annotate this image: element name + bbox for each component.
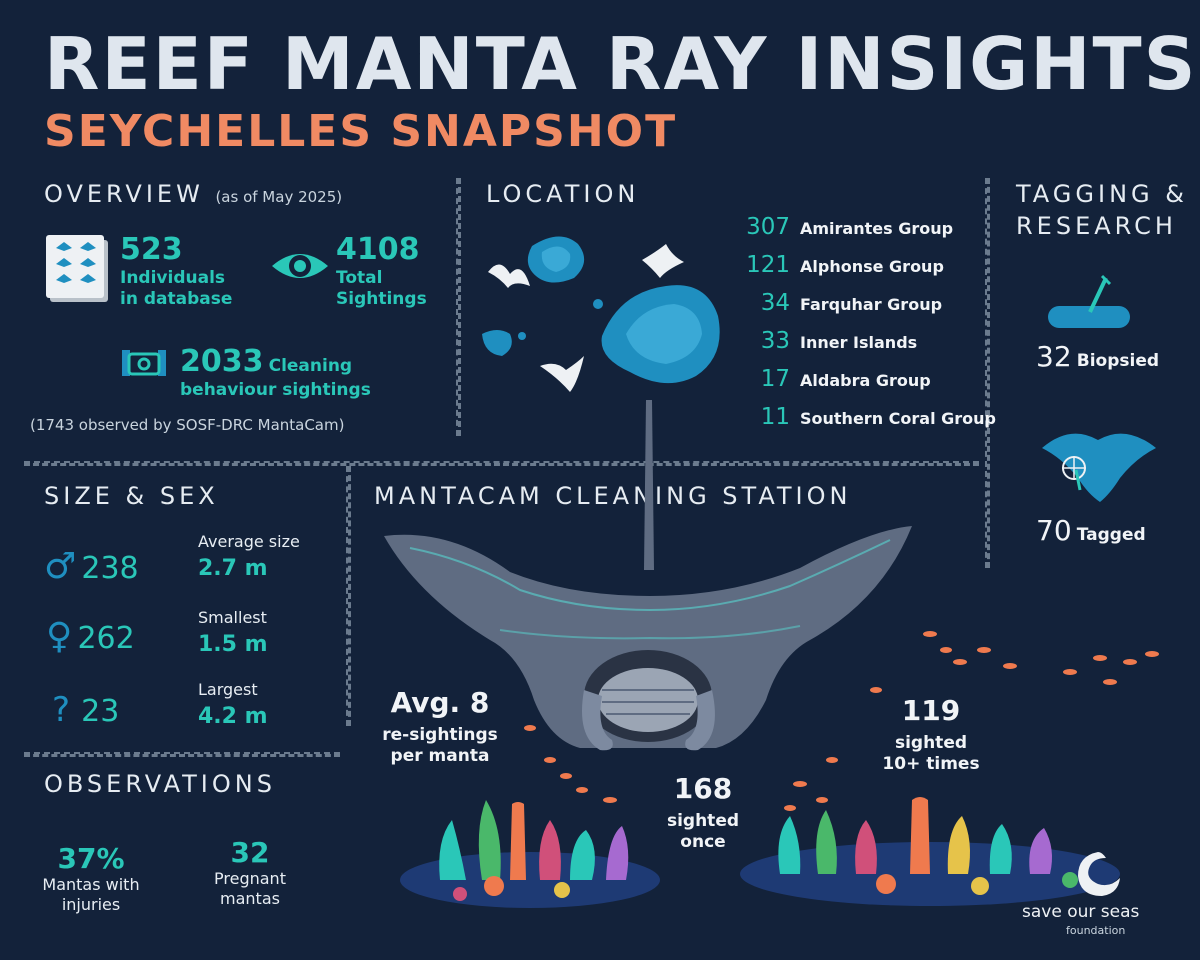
sighted-ten-label-2: 10+ times xyxy=(882,754,980,774)
avg-resightings-label-2: per manta xyxy=(390,746,490,766)
sightings-label-1: Total xyxy=(336,268,383,288)
seychelles-map xyxy=(470,226,740,410)
wave-logo-icon xyxy=(1078,852,1120,896)
mantacam-heading: MANTACAM CLEANING STATION xyxy=(374,482,852,510)
male-row: ♂ 238 xyxy=(44,546,139,587)
cleaning-value: 2033 xyxy=(180,344,264,379)
location-row: 34 Farquhar Group xyxy=(740,290,996,328)
page-title: REEF MANTA RAY INSIGHTS xyxy=(44,22,1198,106)
tagged-label: Tagged xyxy=(1076,525,1146,545)
location-list: 307 Amirantes Group 121 Alphonse Group 3… xyxy=(740,214,996,442)
sighted-once-label-1: sighted xyxy=(666,811,740,831)
pregnant-label-2: mantas xyxy=(220,889,280,908)
location-name: Amirantes Group xyxy=(800,219,954,238)
location-heading: LOCATION xyxy=(486,180,640,208)
eye-icon xyxy=(270,248,330,288)
sighted-once-stat: 168 sighted once xyxy=(648,772,758,853)
avg-size-label: Average size xyxy=(198,532,300,551)
biopsy-icon xyxy=(1046,272,1132,336)
male-count: 238 xyxy=(81,551,139,586)
injuries-label-2: injuries xyxy=(61,895,121,914)
injuries-value: 37% xyxy=(57,842,125,875)
location-count: 307 xyxy=(746,214,790,240)
location-count: 33 xyxy=(760,328,790,354)
largest-label: Largest xyxy=(198,680,258,699)
divider-middle xyxy=(24,461,979,466)
location-name: Farquhar Group xyxy=(800,295,943,314)
smallest-label: Smallest xyxy=(198,608,267,627)
female-count: 262 xyxy=(77,621,135,656)
divider-overview-location xyxy=(456,178,461,436)
sighted-once-label-2: once xyxy=(680,832,726,852)
individuals-label-2: in database xyxy=(120,289,233,309)
location-count: 17 xyxy=(760,366,790,392)
divider-left-column xyxy=(346,466,351,726)
location-row: 17 Aldabra Group xyxy=(740,366,996,404)
location-count: 34 xyxy=(760,290,790,316)
manta-illustration xyxy=(370,400,1190,944)
avg-resightings-stat: Avg. 8 re-sightings per manta xyxy=(370,686,510,767)
biopsied-row: 32 Biopsied xyxy=(1036,340,1159,373)
sightings-value: 4108 xyxy=(336,232,420,267)
cleaning-label-2: behaviour sightings xyxy=(180,380,371,400)
camera-icon xyxy=(120,348,168,382)
pregnant-stat: 32 Pregnant mantas xyxy=(190,836,310,909)
location-count: 11 xyxy=(760,404,790,430)
individuals-value: 523 xyxy=(120,232,183,267)
location-name: Inner Islands xyxy=(800,333,918,352)
injuries-label-1: Mantas with xyxy=(42,875,140,894)
unknown-row: ? 23 xyxy=(52,690,119,730)
location-count: 121 xyxy=(746,252,790,278)
tagged-row: 70 Tagged xyxy=(1036,514,1146,547)
pregnant-value: 32 xyxy=(230,836,270,869)
unknown-count: 23 xyxy=(81,694,120,729)
observations-heading: OBSERVATIONS xyxy=(44,770,276,798)
mantacam-note: (1743 observed by SOSF-DRC MantaCam) xyxy=(30,416,345,434)
pregnant-label-1: Pregnant xyxy=(214,869,286,888)
location-name: Alphonse Group xyxy=(800,257,944,276)
size-sex-heading: SIZE & SEX xyxy=(44,482,219,510)
page-subtitle: SEYCHELLES SNAPSHOT xyxy=(44,106,678,157)
unknown-icon: ? xyxy=(52,690,71,730)
sighted-once-value: 168 xyxy=(673,772,733,805)
location-row: 11 Southern Coral Group xyxy=(740,404,996,442)
location-name: Southern Coral Group xyxy=(800,409,996,428)
biopsied-label: Biopsied xyxy=(1076,351,1160,371)
overview-as-of: (as of May 2025) xyxy=(215,188,343,206)
divider-location-tagging xyxy=(985,178,990,568)
sighted-ten-value: 119 xyxy=(901,694,961,727)
sighted-ten-stat: 119 sighted 10+ times xyxy=(876,694,986,775)
location-row: 121 Alphonse Group xyxy=(740,252,996,290)
location-row: 33 Inner Islands xyxy=(740,328,996,366)
smallest-value: 1.5 m xyxy=(198,632,268,657)
tagging-heading-1: TAGGING & xyxy=(1016,180,1188,208)
avg-size-value: 2.7 m xyxy=(198,556,268,581)
tagged-manta-icon xyxy=(1040,418,1158,508)
avg-resightings-label-1: re-sightings xyxy=(382,725,498,745)
logo-sub: foundation xyxy=(1066,924,1126,937)
largest-value: 4.2 m xyxy=(198,704,268,729)
cleaning-row: 2033 Cleaning xyxy=(180,344,352,379)
injuries-stat: 37% Mantas with injuries xyxy=(26,842,156,915)
avg-resightings-value: Avg. 8 xyxy=(390,686,490,719)
cleaning-label-1: Cleaning xyxy=(268,356,353,376)
save-our-seas-logo xyxy=(1072,848,1124,904)
location-row: 307 Amirantes Group xyxy=(740,214,996,252)
database-icon xyxy=(44,232,112,310)
male-icon: ♂ xyxy=(44,546,77,587)
divider-size-observations xyxy=(24,752,340,757)
tagged-value: 70 xyxy=(1036,514,1072,547)
logo-name: save our seas xyxy=(1022,902,1140,922)
individuals-label-1: Individuals xyxy=(120,268,226,288)
overview-heading: OVERVIEW (as of May 2025) xyxy=(44,180,342,208)
sightings-label-2: Sightings xyxy=(336,289,427,309)
biopsied-value: 32 xyxy=(1036,340,1072,373)
location-name: Aldabra Group xyxy=(800,371,931,390)
female-icon: ♀ xyxy=(46,616,73,657)
tagging-heading-2: RESEARCH xyxy=(1016,212,1177,240)
sighted-ten-label-1: sighted xyxy=(894,733,968,753)
overview-heading-text: OVERVIEW xyxy=(44,180,204,208)
female-row: ♀ 262 xyxy=(46,616,135,657)
